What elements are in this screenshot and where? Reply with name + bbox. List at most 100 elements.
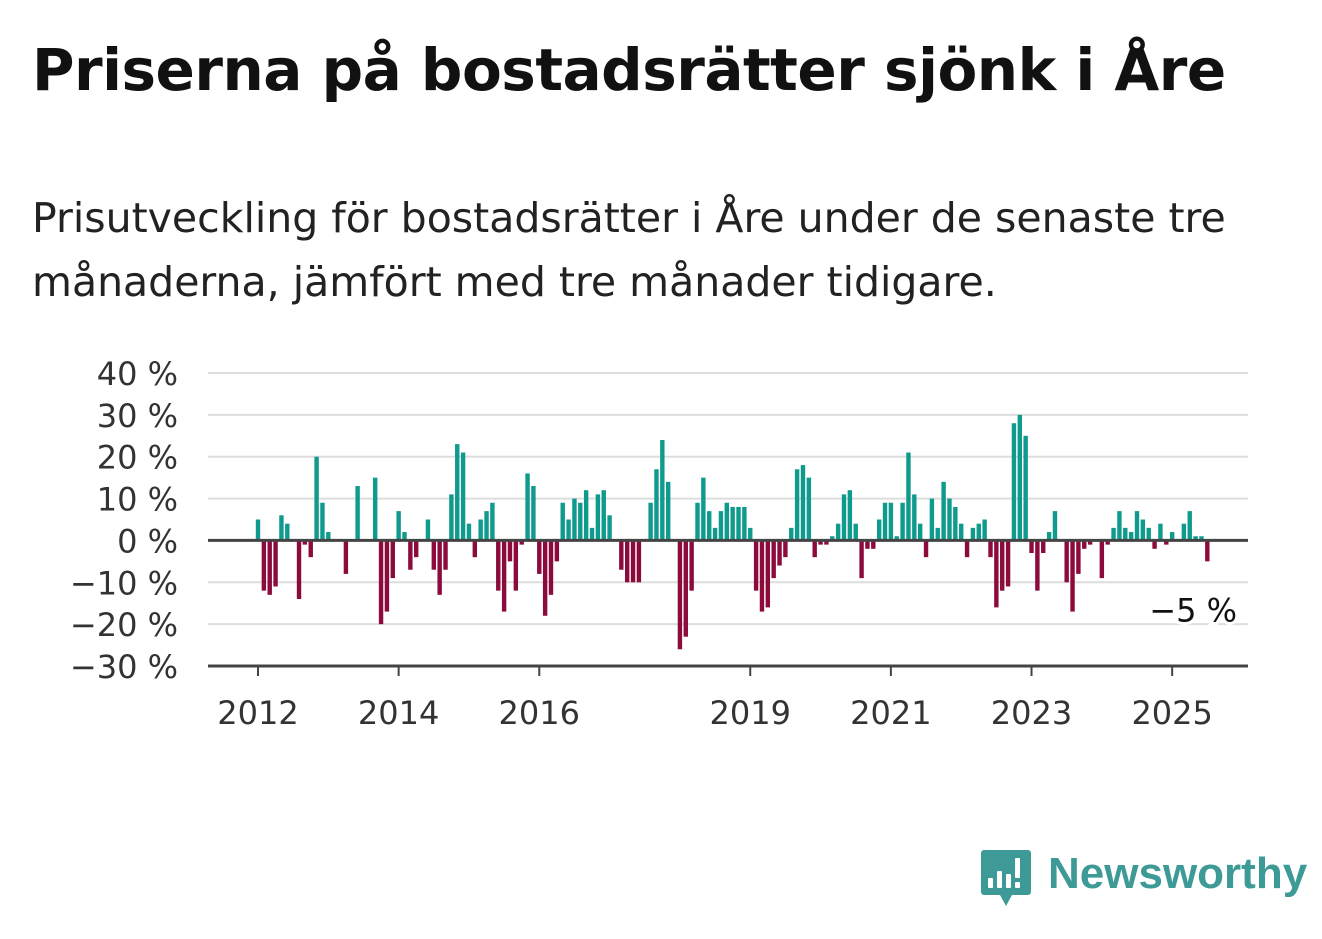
- bar: [384, 540, 390, 612]
- bar: [841, 494, 847, 541]
- bar: [496, 540, 501, 591]
- bar: [1158, 523, 1163, 541]
- bar: [537, 540, 542, 574]
- bar: [753, 540, 759, 591]
- bar: [566, 519, 571, 541]
- bar: [695, 502, 700, 541]
- bar: [800, 465, 806, 541]
- bar: [900, 502, 905, 541]
- bar: [478, 519, 483, 541]
- bar: [455, 444, 460, 541]
- grid-layer: [208, 372, 1248, 626]
- bar: [285, 523, 290, 541]
- newsworthy-logo-icon: [981, 850, 1031, 906]
- bar: [759, 540, 765, 612]
- brand-logo: Newsworthy: [980, 848, 1307, 910]
- bars-layer: [255, 414, 1210, 650]
- bar: [982, 519, 987, 541]
- bar: [1041, 540, 1046, 553]
- bar: [1076, 540, 1081, 574]
- bar: [619, 540, 624, 570]
- bar: [824, 540, 829, 545]
- bar: [408, 540, 413, 570]
- bar: [267, 540, 272, 595]
- y-tick-label: −30 %: [70, 648, 178, 686]
- bar: [689, 540, 694, 591]
- bar: [1164, 540, 1169, 545]
- bar: [701, 477, 706, 541]
- bar: [794, 469, 800, 541]
- x-tick-label: 2023: [991, 694, 1072, 732]
- bar: [601, 490, 606, 541]
- bar: [718, 511, 724, 541]
- bar: [865, 540, 870, 549]
- bar: [1181, 523, 1187, 541]
- bar: [519, 540, 524, 545]
- bar: [595, 494, 601, 541]
- x-tick-label: 2021: [850, 694, 931, 732]
- bar: [326, 532, 331, 541]
- bar: [660, 439, 665, 541]
- bar: [624, 540, 630, 583]
- bar: [1187, 511, 1192, 541]
- bar: [1111, 527, 1116, 541]
- bar-chart: 40 % 30 % 20 % 10 %0 % −10 % −20 % −30 % 2012 20…: [70, 355, 1248, 732]
- bar: [1052, 511, 1058, 541]
- bar: [929, 498, 935, 541]
- bar: [742, 506, 747, 541]
- bar: [923, 540, 929, 558]
- bar: [1017, 414, 1022, 541]
- bar: [1011, 423, 1017, 541]
- bar: [1000, 540, 1005, 591]
- bar: [882, 502, 888, 541]
- bar: [835, 523, 841, 541]
- y-tick-label: 20 %: [97, 439, 178, 477]
- x-tick-label: 2012: [217, 694, 298, 732]
- bar: [414, 540, 419, 558]
- bar: [560, 502, 565, 541]
- bar: [1105, 540, 1110, 545]
- y-tick-label: 10 %: [97, 481, 178, 519]
- bar: [1005, 540, 1011, 587]
- bar: [554, 540, 560, 562]
- bar: [343, 540, 349, 574]
- bar: [296, 540, 302, 600]
- bar: [402, 532, 407, 541]
- bar: [513, 540, 519, 591]
- bar: [484, 511, 489, 541]
- bar: [888, 502, 894, 541]
- bar: [777, 540, 782, 566]
- bar: [917, 523, 923, 541]
- bar: [1123, 527, 1128, 541]
- bar: [730, 506, 735, 541]
- bar: [1169, 532, 1175, 541]
- bar: [947, 498, 952, 541]
- bar: [724, 502, 729, 541]
- bar: [959, 523, 964, 541]
- bar: [449, 494, 454, 541]
- bar: [314, 456, 319, 541]
- bar: [830, 536, 835, 541]
- bar: [912, 494, 917, 541]
- bar: [531, 486, 536, 541]
- bar: [548, 540, 554, 595]
- bar: [443, 540, 448, 570]
- bar: [507, 540, 513, 562]
- bar: [953, 506, 958, 541]
- bar: [1152, 540, 1157, 549]
- bar: [431, 540, 436, 570]
- bar: [1087, 540, 1093, 545]
- bar: [542, 540, 548, 616]
- bar: [1140, 519, 1146, 541]
- bar: [941, 481, 946, 541]
- bar: [572, 498, 577, 541]
- bar: [501, 540, 507, 612]
- bar: [1029, 540, 1034, 553]
- bar: [607, 515, 612, 541]
- bar: [460, 452, 466, 541]
- y-tick-label: −10 %: [70, 564, 178, 602]
- bar: [806, 477, 812, 541]
- bar: [589, 527, 595, 541]
- last-value-label: −5 %: [1149, 591, 1237, 629]
- bar: [1023, 435, 1028, 541]
